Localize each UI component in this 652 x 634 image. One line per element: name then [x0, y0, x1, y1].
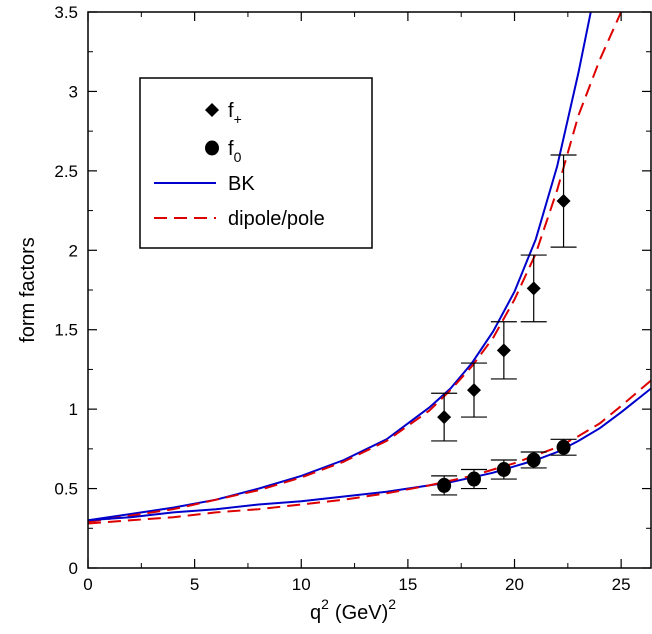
- f-plus-point: [496, 343, 511, 358]
- x-tick-label: 20: [505, 575, 524, 594]
- points-layer: [431, 154, 577, 496]
- f-plus-point: [526, 281, 541, 296]
- legend-label-main: f: [228, 100, 234, 122]
- legend-label-main: f: [228, 138, 234, 160]
- y-tick-label: 0.5: [54, 480, 78, 499]
- y-axis-label: form factors: [17, 237, 39, 343]
- x-axis-label: q2 (GeV)2: [310, 596, 396, 624]
- f-zero-point: [466, 471, 481, 487]
- y-tick-label: 2.5: [54, 162, 78, 181]
- curve-3: [88, 387, 651, 522]
- y-tick-label: 3: [69, 82, 78, 101]
- legend-label-subscript: 0: [234, 149, 242, 165]
- x-tick-label: 25: [612, 575, 631, 594]
- legend-label-main: BK: [228, 173, 255, 195]
- legend-label: f+: [228, 100, 242, 127]
- curves-layer: [88, 12, 651, 525]
- y-tick-label: 1: [69, 400, 78, 419]
- f-zero-point: [556, 439, 571, 455]
- f-zero-point: [437, 477, 452, 493]
- legend-label-subscript: +: [234, 111, 242, 127]
- legend-label: dipole/pole: [228, 208, 325, 230]
- f-zero-point: [526, 452, 541, 468]
- x-tick-label: 15: [398, 575, 417, 594]
- legend-label: f0: [228, 138, 242, 165]
- f-zero-point: [496, 462, 511, 478]
- f-plus-point: [556, 194, 571, 209]
- x-tick-label: 5: [190, 575, 199, 594]
- legend-label-main: dipole/pole: [228, 208, 325, 230]
- x-tick-label: 0: [83, 575, 92, 594]
- axis-labels: q2 (GeV)2 form factors: [17, 237, 396, 624]
- curve-4: [88, 379, 651, 525]
- curve-2: [88, 12, 623, 523]
- legend-f-zero-marker: [205, 140, 219, 156]
- f-plus-point: [466, 383, 481, 398]
- y-tick-label: 1.5: [54, 321, 78, 340]
- legend-label: BK: [228, 173, 255, 195]
- x-tick-label: 10: [292, 575, 311, 594]
- ticks-layer: 0 5 10 15 20 25 0 0.5 1 1.5 2 2.5 3 3.5: [54, 3, 651, 594]
- legend-f-plus-marker: [205, 103, 219, 117]
- y-tick-label: 0: [69, 559, 78, 578]
- f-plus-point: [437, 410, 452, 425]
- y-tick-label: 3.5: [54, 3, 78, 22]
- y-tick-label: 2: [69, 241, 78, 260]
- legend-box: [139, 77, 373, 249]
